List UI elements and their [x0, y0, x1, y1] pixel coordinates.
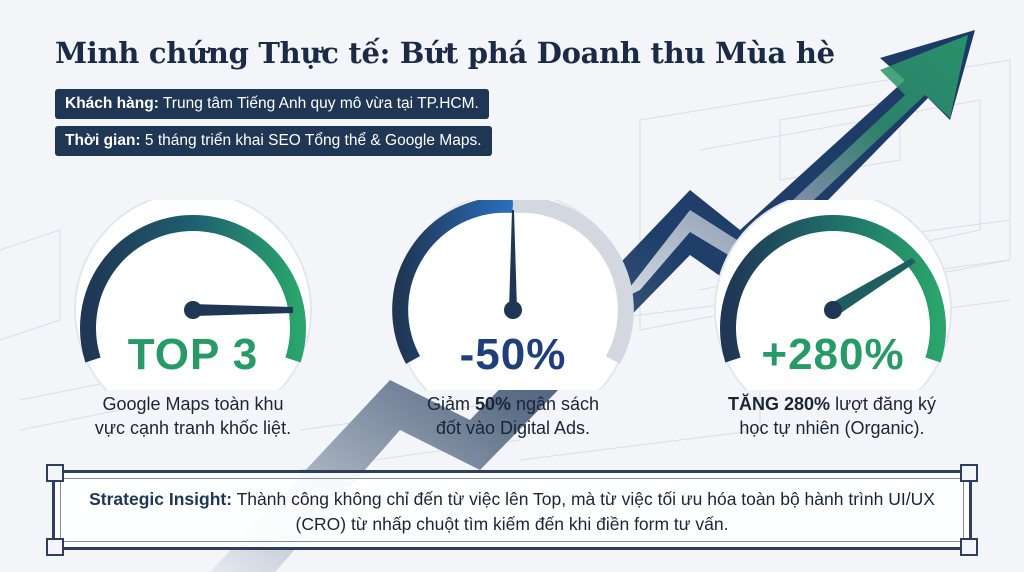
gauge-top3: TOP 3 [68, 200, 318, 390]
metric-caption-minus50: Giảm 50% ngân sách đốt vào Digital Ads. [373, 392, 653, 440]
client-label: Khách hàng: [65, 95, 159, 112]
gauge-plus280: +280% [708, 200, 958, 390]
caption-text: lượt đăng ký [830, 394, 936, 414]
page-title: Minh chứng Thực tế: Bứt phá Doanh thu Mù… [55, 36, 835, 70]
caption-text: ngân sách [510, 394, 600, 414]
caption-highlight: 50% [474, 394, 511, 414]
corner-ornament [46, 538, 64, 556]
insight-label: Strategic Insight: [89, 489, 233, 509]
corner-ornament [960, 538, 978, 556]
client-chip: Khách hàng: Trung tâm Tiếng Anh quy mô v… [55, 89, 489, 119]
strategic-insight-box: Strategic Insight: Thành công không chỉ … [46, 464, 978, 556]
metric-value-plus280: +280% [761, 330, 905, 379]
duration-value: 5 tháng triển khai SEO Tổng thể & Google… [140, 132, 482, 149]
caption-line: Google Maps toàn khu [102, 394, 284, 414]
metric-caption-top3: Google Maps toàn khu vực cạnh tranh khốc… [53, 392, 333, 440]
caption-line: đốt vào Digital Ads. [435, 418, 591, 438]
speedometer-icon [714, 200, 952, 390]
speedometer-icon [74, 200, 312, 390]
caption-text: Giảm [426, 394, 475, 414]
metric-caption-plus280: TĂNG 280% lượt đăng ký học tự nhiên (Org… [692, 392, 972, 440]
duration-chip: Thời gian: 5 tháng triển khai SEO Tổng t… [55, 126, 492, 156]
caption-line: vực cạnh tranh khốc liệt. [94, 418, 292, 438]
caption-line: học tự nhiên (Organic). [739, 418, 925, 438]
caption-highlight: TĂNG 280% [728, 394, 831, 414]
gauge-minus50: -50% [388, 200, 638, 390]
speedometer-icon [392, 200, 634, 390]
duration-label: Thời gian: [65, 132, 141, 149]
insight-inner-border [60, 478, 964, 542]
corner-ornament [46, 464, 64, 482]
insight-text: Strategic Insight: Thành công không chỉ … [75, 487, 949, 537]
client-value: Trung tâm Tiếng Anh quy mô vừa tại TP.HC… [158, 95, 479, 112]
corner-ornament [960, 464, 978, 482]
insight-body: Thành công không chỉ đến từ việc lên Top… [232, 489, 935, 534]
metric-value-minus50: -50% [459, 330, 567, 379]
metric-value-top3: TOP 3 [127, 330, 259, 379]
